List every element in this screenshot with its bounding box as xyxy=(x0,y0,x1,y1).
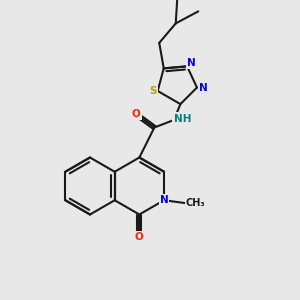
Text: CH₃: CH₃ xyxy=(186,198,206,208)
Text: O: O xyxy=(135,232,144,242)
Text: NH: NH xyxy=(173,113,191,124)
Text: N: N xyxy=(187,58,196,68)
Text: O: O xyxy=(132,109,141,119)
Text: S: S xyxy=(149,86,157,96)
Text: N: N xyxy=(199,82,207,92)
Text: N: N xyxy=(160,195,168,205)
